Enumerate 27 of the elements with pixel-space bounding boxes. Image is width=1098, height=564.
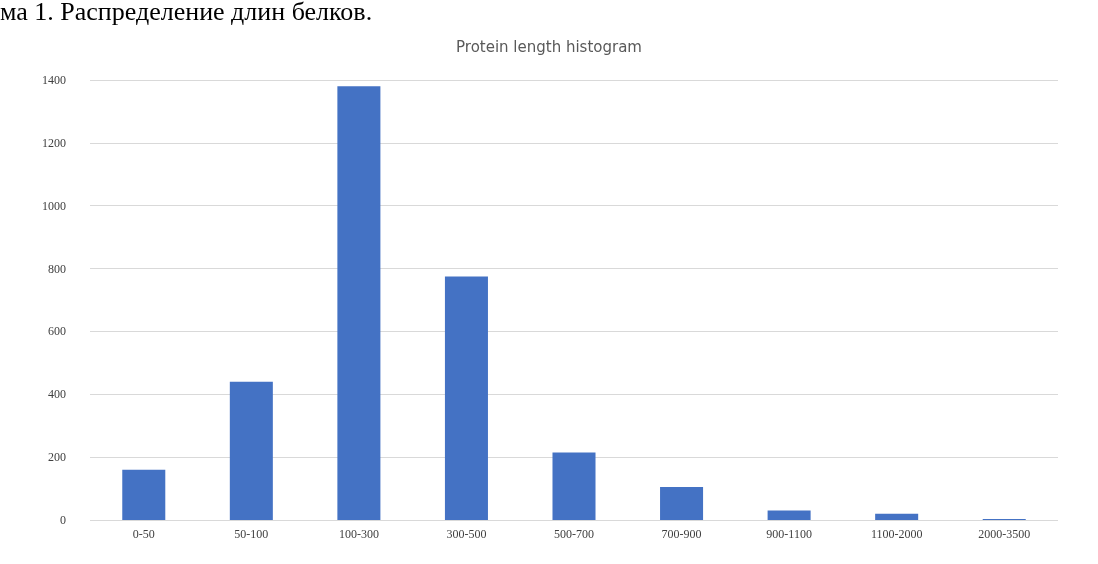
y-tick-label: 600	[48, 324, 66, 339]
x-tick-label: 2000-3500	[978, 527, 1031, 541]
x-tick-label: 300-500	[446, 527, 487, 541]
y-tick-label: 800	[48, 261, 66, 276]
x-tick-label: 700-900	[661, 527, 702, 541]
text: ма 1. Распределение длин белков.	[0, 0, 373, 26]
bar	[660, 487, 704, 520]
x-tick-label: 500-700	[554, 527, 594, 541]
y-tick-label: 400	[48, 387, 66, 402]
x-tick-label: 50-100	[234, 527, 269, 541]
bar	[229, 381, 273, 520]
y-tick-label: 1000	[42, 198, 66, 213]
chart-title: Protein length histogram	[456, 37, 642, 56]
y-tick-label: 1400	[42, 73, 66, 87]
x-tick-label: 100-300	[338, 527, 379, 541]
y-tick-label: 1200	[42, 135, 66, 150]
y-tick-label: 0	[60, 513, 66, 527]
y-tick-label: 200	[48, 450, 66, 465]
bar	[875, 513, 919, 520]
x-tick-label: 0-50	[132, 527, 155, 541]
bar	[444, 276, 488, 520]
x-tick-label: 1100-2000	[870, 527, 923, 541]
x-tick-label: 900-1100	[766, 527, 812, 541]
bar	[122, 469, 166, 520]
bar	[552, 452, 596, 520]
bar	[767, 510, 811, 520]
bar	[337, 86, 381, 520]
